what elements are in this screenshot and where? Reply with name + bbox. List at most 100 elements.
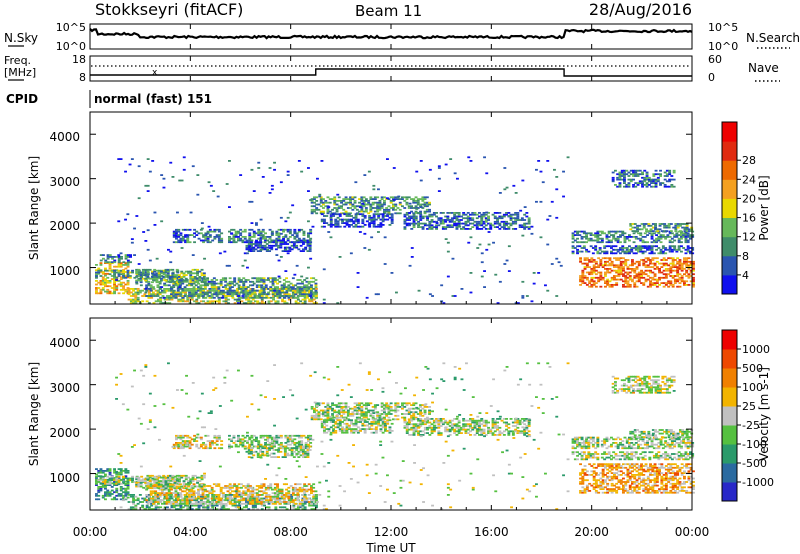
heatmap-cell [183,494,187,496]
heatmap-cell [446,215,450,218]
heatmap-cell [157,274,161,276]
heatmap-cell [410,228,414,230]
heatmap-cell [292,243,296,245]
heatmap-cell [208,289,212,292]
heatmap-cell [281,239,285,242]
heatmap-cell [274,241,278,244]
heatmap-cell [115,487,119,490]
heatmap-cell [221,279,225,281]
heatmap-cell [507,222,511,225]
heatmap-cell [101,494,105,497]
heatmap-cell [287,286,291,288]
heatmap-cell [184,234,187,236]
heatmap-cell [600,250,604,253]
heatmap-cell [169,250,173,253]
heatmap-cell [299,504,303,507]
heatmap-cell [101,496,105,499]
heatmap-cell [527,220,531,223]
heatmap-cell [668,173,672,176]
heatmap-cell [637,260,641,263]
heatmap-cell [581,273,585,276]
heatmap-cell [127,501,131,503]
heatmap-cell [155,279,159,282]
heatmap-cell [231,289,234,292]
heatmap-cell [119,281,123,284]
heatmap-cell [276,288,279,290]
heatmap-cell [305,490,309,493]
heatmap-cell [676,269,680,272]
heatmap-cell [244,279,248,281]
heatmap-cell [450,219,454,221]
heatmap-cell [385,207,389,209]
heatmap-cell [659,252,663,255]
heatmap-cell [101,481,105,483]
heatmap-cell [650,252,654,255]
heatmap-cell [303,499,307,502]
heatmap-cell [303,485,307,487]
heatmap-cell [592,269,596,272]
heatmap-cell [276,492,279,494]
heatmap-cell [604,275,607,277]
heatmap-cell [196,274,199,276]
heatmap-cell [276,483,279,486]
heatmap-cell [597,271,601,274]
heatmap-cell [511,228,515,230]
heatmap-cell [161,492,164,494]
heatmap-cell [190,504,194,507]
heatmap-cell [600,232,604,235]
heatmap-cell [649,260,652,263]
heatmap-cell [161,490,164,493]
heatmap-cell [680,278,684,281]
heatmap-cell [158,499,162,502]
heatmap-cell [419,226,423,228]
heatmap-cell [322,203,325,206]
heatmap-cell [203,495,207,498]
heatmap-cell [243,241,247,244]
heatmap-cell [416,207,420,209]
heatmap-cell [106,272,110,275]
heatmap-cell [310,286,313,288]
heatmap-cell [633,262,637,265]
heatmap-cell [269,497,273,500]
heatmap-cell [127,293,131,296]
heatmap-cell [646,248,649,251]
heatmap-cell [188,495,191,498]
heatmap-cell [117,494,121,497]
heatmap-cell [115,288,119,291]
heatmap-cell [172,495,176,498]
heatmap-cell [256,244,260,247]
heatmap-cell [196,193,200,196]
heatmap-cell [153,273,157,276]
heatmap-cell [633,223,637,225]
heatmap-cell [106,254,110,256]
heatmap-cell [303,300,307,303]
heatmap-cell [303,492,307,494]
heatmap-cell [190,234,194,236]
heatmap-cell [247,291,251,294]
heatmap-cell [234,230,238,233]
heatmap-cell [251,495,255,498]
heatmap-cell [122,496,125,499]
heatmap-cell [642,226,646,229]
heatmap-cell [525,226,529,228]
heatmap-cell [276,494,280,496]
heatmap-cell [101,281,105,284]
heatmap-cell [128,275,132,277]
heatmap-cell [662,264,666,267]
heatmap-cell [621,245,625,248]
heatmap-cell [629,169,633,172]
heatmap-cell [144,277,148,280]
heatmap-cell [99,486,103,488]
heatmap-cell [108,285,112,288]
heatmap-cell [95,288,98,291]
heatmap-cell [369,208,373,211]
heatmap-cell [136,499,140,502]
heatmap-cell [521,179,525,182]
heatmap-cell [367,224,371,226]
heatmap-cell [623,241,627,244]
heatmap-cell [675,234,679,236]
heatmap-cell [115,477,119,480]
heatmap-cell [173,281,177,284]
heatmap-cell [619,257,623,260]
heatmap-cell [625,236,629,238]
